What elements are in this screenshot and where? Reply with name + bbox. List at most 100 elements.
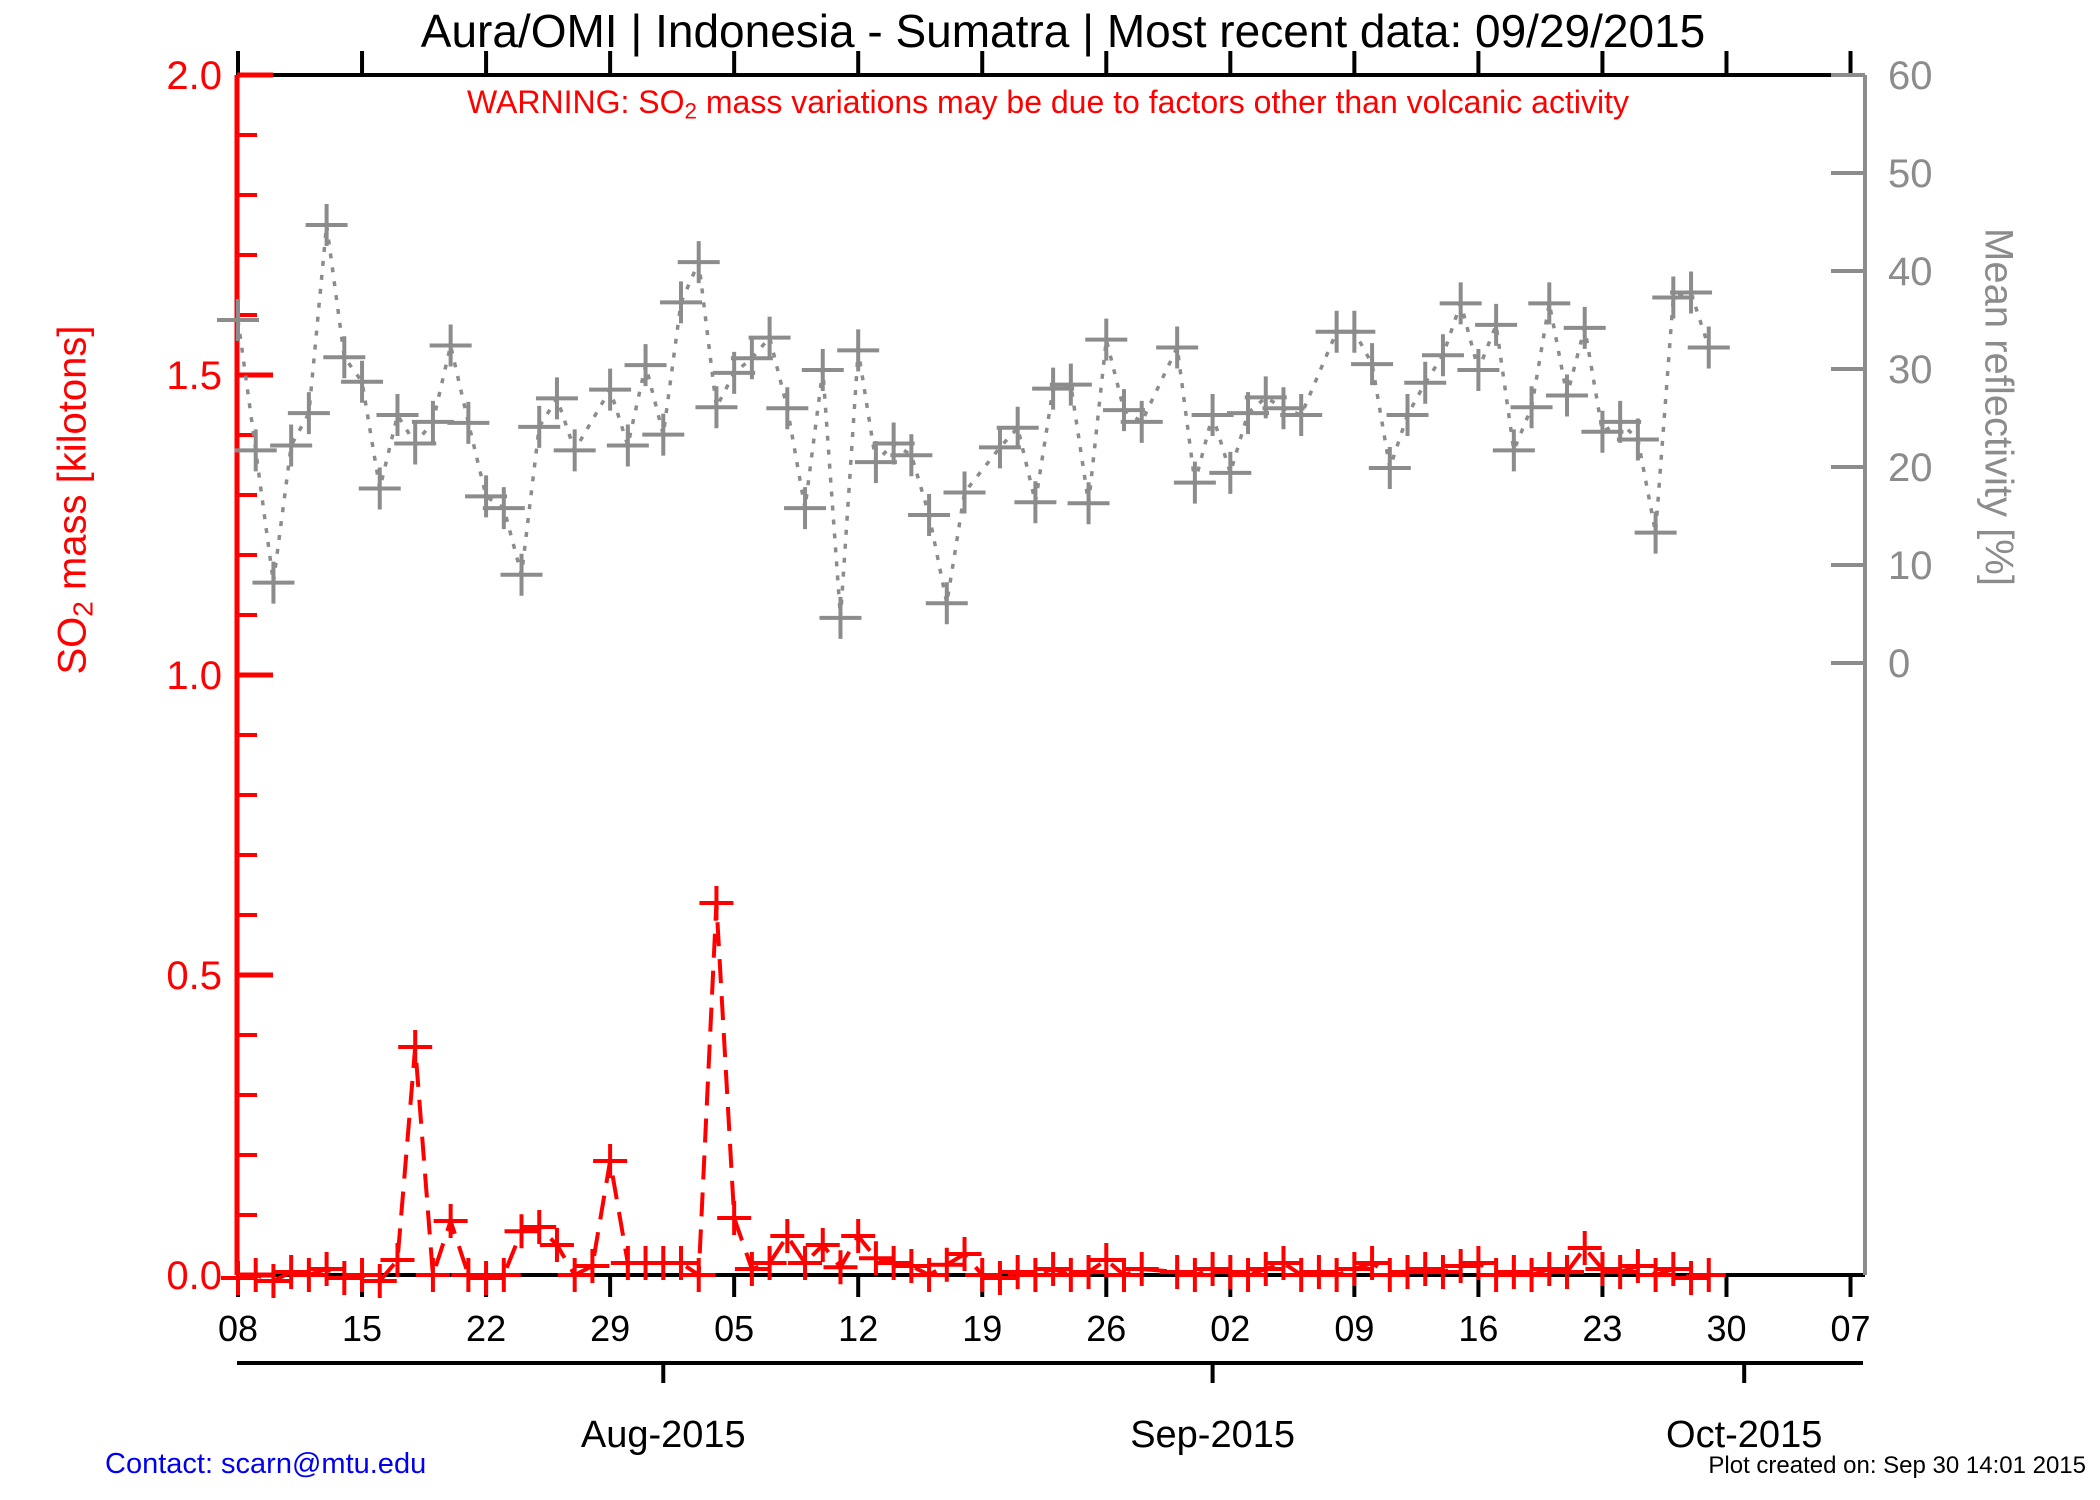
so2-series-marker: [1195, 1252, 1230, 1286]
so2-series-marker: [575, 1249, 610, 1283]
so2-series-marker: [894, 1249, 929, 1283]
so2-series-marker: [415, 1258, 450, 1292]
reflectivity-series-marker: [1581, 410, 1624, 453]
so2-series-marker: [805, 1228, 840, 1262]
reflectivity-series-marker: [890, 434, 933, 477]
reflectivity-series-marker: [1510, 386, 1553, 429]
so2-series-marker: [1231, 1258, 1266, 1292]
reflectivity-series-marker: [908, 494, 951, 537]
reflectivity-series-marker: [305, 203, 348, 246]
reflectivity-series-marker: [1634, 511, 1677, 554]
so2-series-marker: [965, 1258, 1000, 1292]
warning-prefix: WARNING: SO: [467, 84, 685, 120]
so2-series-marker: [1372, 1258, 1407, 1292]
reflectivity-series-marker: [270, 424, 313, 467]
so2-series-marker: [841, 1219, 876, 1253]
reflectivity-series-marker: [1209, 451, 1252, 494]
so2-series-marker: [1461, 1246, 1496, 1280]
reflectivity-series-marker: [1563, 306, 1606, 349]
so2-series-marker: [274, 1255, 309, 1289]
date-tick-label: 02: [1210, 1308, 1250, 1349]
reflectivity-series-marker: [1687, 326, 1730, 369]
so2-series-marker: [451, 1258, 486, 1292]
right-axis-tick-label: 30: [1888, 348, 1933, 392]
so2-series-marker: [1390, 1255, 1425, 1289]
reflectivity-series-marker: [1280, 394, 1323, 437]
so2-series-marker: [1479, 1258, 1514, 1292]
so2-series-marker: [1532, 1252, 1567, 1286]
reflectivity-series-marker: [1014, 481, 1057, 524]
left-axis-tick-label: 0.5: [166, 954, 222, 998]
right-axis-tick-label: 0: [1888, 642, 1910, 686]
so2-series-marker: [504, 1214, 539, 1249]
reflectivity-series-marker: [1351, 343, 1394, 386]
date-tick-label: 30: [1706, 1308, 1746, 1349]
so2-series-marker: [1124, 1252, 1159, 1286]
date-tick-label: 05: [714, 1308, 754, 1349]
so2-series-marker: [823, 1250, 858, 1285]
date-tick-label: 09: [1334, 1308, 1374, 1349]
reflectivity-series-marker: [606, 424, 649, 467]
so2-series-marker: [1656, 1252, 1691, 1286]
so2-series-marker: [1213, 1255, 1248, 1289]
so2-series-marker: [912, 1258, 947, 1292]
reflectivity-series-marker: [766, 387, 809, 430]
reflectivity-series-marker: [1067, 482, 1110, 525]
so2-series-marker: [557, 1258, 592, 1292]
reflectivity-series-marker: [1421, 334, 1464, 377]
page-title: Aura/OMI | Indonesia - Sumatra | Most re…: [420, 5, 1706, 57]
month-tick-label: Sep-2015: [1130, 1414, 1295, 1456]
left-axis-title-prefix: SO: [50, 616, 95, 675]
so2-series-marker: [1177, 1258, 1212, 1292]
reflectivity-series-marker: [854, 441, 897, 484]
so2-series-marker: [238, 1258, 273, 1292]
left-axis-tick-label: 0.0: [166, 1254, 222, 1298]
so2-series-marker: [1585, 1252, 1620, 1286]
so2-series-marker: [788, 1246, 823, 1280]
so2-series-marker: [1248, 1252, 1283, 1286]
so2-series-marker: [486, 1258, 521, 1292]
so2-series-marker: [1319, 1258, 1354, 1292]
so2-series-marker: [309, 1252, 344, 1286]
reflectivity-series-marker: [1173, 461, 1216, 504]
reflectivity-series-marker: [1670, 271, 1713, 314]
reflectivity-series-marker: [801, 348, 844, 391]
so2-series-marker: [256, 1264, 291, 1298]
reflectivity-series-marker: [624, 344, 667, 387]
plot-created-timestamp: Plot created on: Sep 30 14:01 2015: [1708, 1452, 2086, 1479]
right-axis-title: Mean reflectivity [%]: [1976, 228, 2021, 586]
reflectivity-series-marker: [784, 487, 827, 530]
so2-series-marker: [345, 1258, 380, 1292]
date-tick-label: 16: [1458, 1308, 1498, 1349]
left-axis-title-suffix: mass [kilotons]: [50, 325, 95, 602]
so2-series-marker: [1284, 1258, 1319, 1292]
reflectivity-series-marker: [1386, 394, 1429, 437]
date-tick-label: 07: [1830, 1308, 1870, 1349]
left-axis-title-subscript: 2: [67, 601, 99, 617]
reflectivity-series-marker: [358, 467, 401, 510]
so2-series-marker: [664, 1246, 698, 1280]
so2-series-marker: [1514, 1258, 1549, 1292]
reflectivity-series-marker: [1404, 361, 1447, 404]
reflectivity-series-marker: [234, 429, 277, 472]
so2-series-marker: [291, 1258, 326, 1292]
right-axis-tick-label: 40: [1888, 250, 1933, 294]
reflectivity-series-marker: [925, 582, 968, 625]
so2-series-marker: [1000, 1255, 1035, 1289]
so2-series-marker: [1496, 1255, 1531, 1289]
so2-series-marker: [1107, 1258, 1141, 1292]
reflectivity-series-marker: [482, 487, 525, 530]
reflectivity-series-marker: [819, 596, 862, 639]
reflectivity-series-marker: [1439, 282, 1482, 325]
so2-series-marker: [681, 1258, 716, 1292]
so2-series-marker: [380, 1243, 415, 1277]
date-tick-label: 23: [1582, 1308, 1622, 1349]
reflectivity-series-marker: [1599, 400, 1642, 443]
reflectivity-series-marker: [1546, 374, 1588, 417]
so2-series-line: [237, 902, 1710, 1284]
so2-series-marker: [1355, 1246, 1390, 1280]
contact-link[interactable]: Contact: scarn@mtu.edu: [105, 1448, 427, 1480]
reflectivity-series-marker: [943, 471, 986, 514]
so2-series-marker: [1674, 1261, 1709, 1295]
left-axis-tick-label: 1.5: [166, 354, 222, 398]
